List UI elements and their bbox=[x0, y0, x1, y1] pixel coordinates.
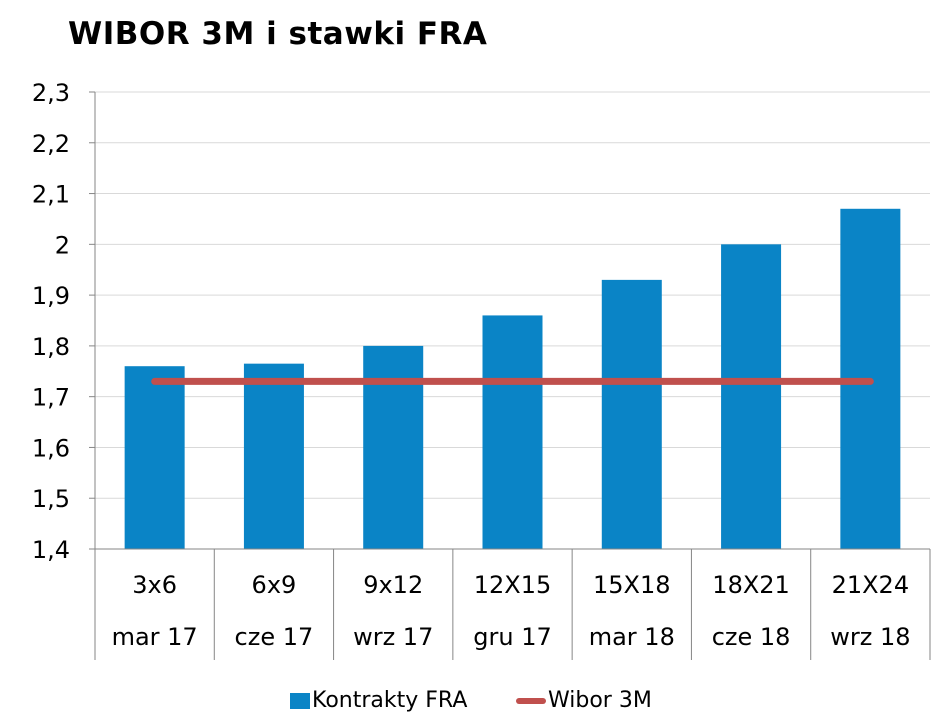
x-tick-label: 3x6 bbox=[132, 571, 177, 599]
x-subcategory-label: cze 18 bbox=[712, 623, 791, 651]
x-subcategory-label: mar 18 bbox=[589, 623, 675, 651]
bar bbox=[363, 345, 424, 549]
x-subcategory-label: wrz 17 bbox=[353, 623, 433, 651]
y-tick-label: 1,6 bbox=[32, 434, 70, 462]
x-tick-label: 6x9 bbox=[252, 571, 297, 599]
legend-swatch-bar bbox=[290, 692, 310, 709]
x-subcategory-label: gru 17 bbox=[473, 623, 551, 651]
legend-label-wibor: Wibor 3M bbox=[548, 688, 652, 713]
x-subcategory-label: mar 17 bbox=[112, 623, 198, 651]
x-subcategory-label: cze 17 bbox=[235, 623, 314, 651]
y-tick-label: 2,1 bbox=[32, 181, 70, 209]
x-subcategory-label: wrz 18 bbox=[830, 623, 910, 651]
legend-item-wibor: Wibor 3M bbox=[516, 688, 652, 713]
bar bbox=[482, 315, 543, 549]
axes bbox=[94, 92, 931, 660]
bar bbox=[721, 244, 782, 550]
y-tick-label: 1,7 bbox=[32, 384, 70, 412]
legend: Kontrakty FRA Wibor 3M bbox=[0, 686, 947, 718]
x-tick-label: 18X21 bbox=[712, 571, 790, 599]
y-tick-label: 1,5 bbox=[32, 485, 70, 513]
y-axis-ticks: 1,4 1,5 1,6 1,7 1,8 1,9 2 2,1 2,2 2,3 bbox=[32, 79, 95, 564]
legend-swatch-line bbox=[516, 697, 546, 704]
bar bbox=[243, 363, 304, 549]
y-tick-label: 1,8 bbox=[32, 333, 70, 361]
y-tick-label: 2,3 bbox=[32, 79, 70, 107]
legend-label-fra: Kontrakty FRA bbox=[312, 688, 468, 713]
x-tick-label: 15X18 bbox=[593, 571, 671, 599]
legend-item-fra: Kontrakty FRA bbox=[290, 688, 467, 713]
x-tick-label: 21X24 bbox=[832, 571, 910, 599]
chart-title: WIBOR 3M i stawki FRA bbox=[68, 16, 488, 52]
x-tick-label: 12X15 bbox=[474, 571, 552, 599]
bar bbox=[601, 279, 662, 549]
y-tick-label: 2,2 bbox=[32, 130, 70, 158]
y-tick-label: 1,9 bbox=[32, 282, 70, 310]
bar bbox=[124, 366, 185, 549]
y-tick-label: 1,4 bbox=[32, 536, 70, 564]
y-tick-label: 2 bbox=[55, 231, 70, 259]
x-tick-label: 9x12 bbox=[363, 571, 423, 599]
x-axis-labels: 3x6 mar 17 6x9 cze 17 9x12 wrz 17 12X15 gru 17 1… bbox=[112, 571, 911, 651]
